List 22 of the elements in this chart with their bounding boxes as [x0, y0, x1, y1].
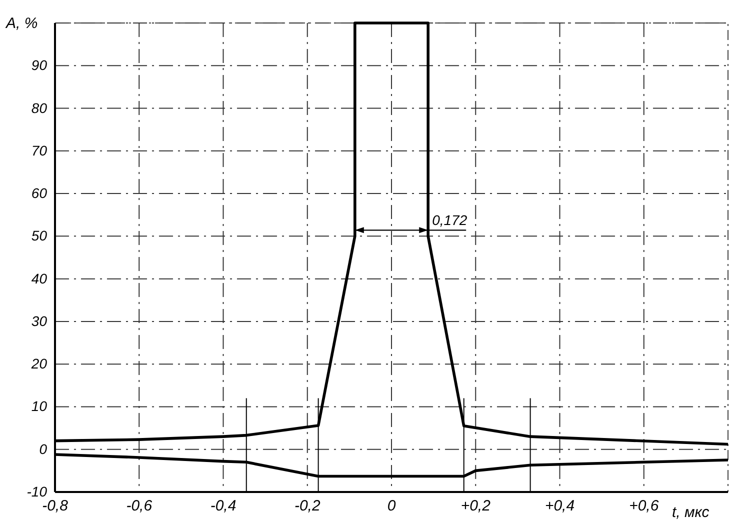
y-tick-label: -10	[26, 483, 48, 500]
y-tick-label: 30	[31, 312, 48, 329]
x-tick-label: +0,2	[460, 498, 492, 515]
x-tick-label: -0,2	[294, 498, 321, 515]
y-tick-label: 20	[30, 356, 48, 372]
y-tick-label: 40	[31, 270, 48, 286]
x-tick-label: -0,8	[42, 498, 69, 515]
x-tick-label: +0,6	[629, 498, 660, 515]
x-axis-title: t, мкс	[672, 504, 710, 521]
x-tick-label: 0	[387, 498, 396, 515]
x-tick-label: +0,4	[544, 498, 575, 515]
y-tick-label: 50	[31, 228, 48, 244]
y-tick-label: 0	[39, 440, 48, 457]
y-tick-label: 90	[31, 57, 48, 74]
y-axis-title: A, %	[5, 15, 38, 32]
x-tick-label: -0,4	[210, 498, 236, 515]
annotation: 0,172	[432, 212, 468, 228]
y-tick-label: 60	[31, 185, 48, 202]
y-tick-label: 10	[31, 398, 48, 414]
x-tick-label: -0,6	[126, 498, 153, 515]
y-tick-label: 70	[31, 142, 48, 158]
y-tick-label: 80	[31, 100, 48, 116]
